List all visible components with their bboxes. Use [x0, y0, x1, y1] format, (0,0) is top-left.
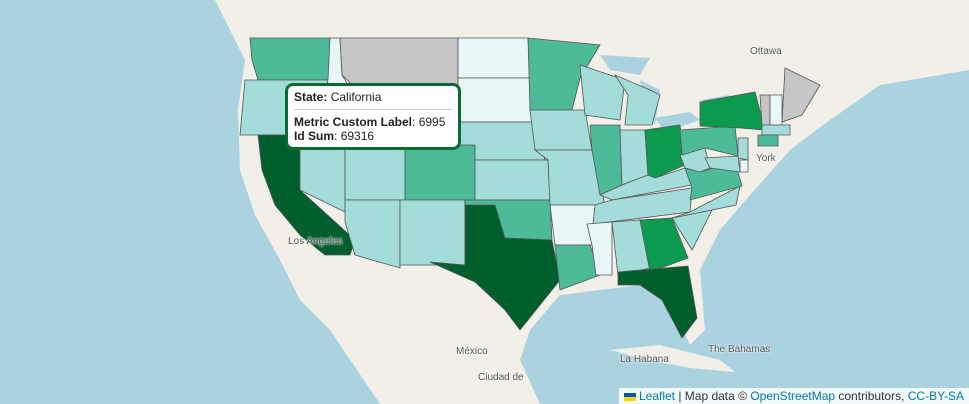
state-tooltip: State: California Metric Custom Label: 6… [285, 83, 461, 150]
tooltip-sum-value: 69316 [340, 129, 375, 143]
attribution: Leaflet | Map data © OpenStreetMap contr… [618, 388, 969, 404]
state-new-york[interactable] [699, 91, 766, 131]
state-connecticut[interactable] [757, 134, 779, 147]
tooltip-metric-value: 6995 [418, 115, 446, 129]
place-label: México [456, 346, 488, 357]
state-north-carolina[interactable] [671, 185, 741, 219]
state-ohio[interactable] [644, 124, 686, 179]
state-north-dakota[interactable] [457, 37, 531, 79]
ukraine-flag-icon [623, 392, 636, 401]
cuba [610, 345, 735, 372]
state-iowa[interactable] [529, 109, 593, 151]
state-arizona[interactable] [344, 199, 401, 269]
tooltip-metric-label: Metric Custom Label [294, 115, 413, 129]
state-south-dakota[interactable] [457, 77, 533, 123]
place-label: Los Angeles [288, 236, 343, 247]
attribution-text: | Map data © [675, 389, 751, 403]
tooltip-sum-label: Id Sum [294, 129, 335, 143]
state-georgia[interactable] [639, 217, 689, 273]
state-new-mexico[interactable] [399, 199, 466, 266]
attribution-text: contributors, [835, 389, 908, 403]
state-mississippi[interactable] [586, 221, 613, 276]
state-michigan[interactable] [613, 74, 661, 126]
state-delaware[interactable] [739, 159, 749, 173]
lake [600, 55, 730, 132]
state-new-hampshire[interactable] [769, 94, 783, 126]
state-kansas[interactable] [474, 159, 551, 201]
tooltip-state-value: California [330, 90, 382, 104]
state-texas[interactable] [429, 204, 561, 331]
state-new-jersey[interactable] [737, 137, 749, 161]
osm-link[interactable]: OpenStreetMap [750, 389, 836, 403]
state-massachusetts[interactable] [761, 124, 791, 136]
tooltip-divider [294, 109, 452, 110]
leaflet-link[interactable]: Leaflet [638, 389, 675, 403]
state-wisconsin[interactable] [579, 64, 626, 121]
place-label: Ciudad de [478, 372, 524, 383]
place-label: York [756, 153, 776, 164]
place-label: Ottawa [750, 46, 782, 57]
state-florida[interactable] [617, 265, 698, 339]
state-washington[interactable] [249, 37, 331, 81]
state-minnesota[interactable] [527, 37, 601, 111]
state-kentucky[interactable] [598, 167, 693, 201]
state-maine[interactable] [781, 67, 821, 123]
state-colorado[interactable] [404, 144, 476, 201]
state-vermont[interactable] [759, 94, 771, 126]
tooltip-state-label: State: [294, 90, 328, 104]
place-label: The Bahamas [708, 344, 771, 355]
license-link[interactable]: CC-BY-SA [907, 389, 964, 403]
place-label: La Habana [620, 354, 669, 365]
